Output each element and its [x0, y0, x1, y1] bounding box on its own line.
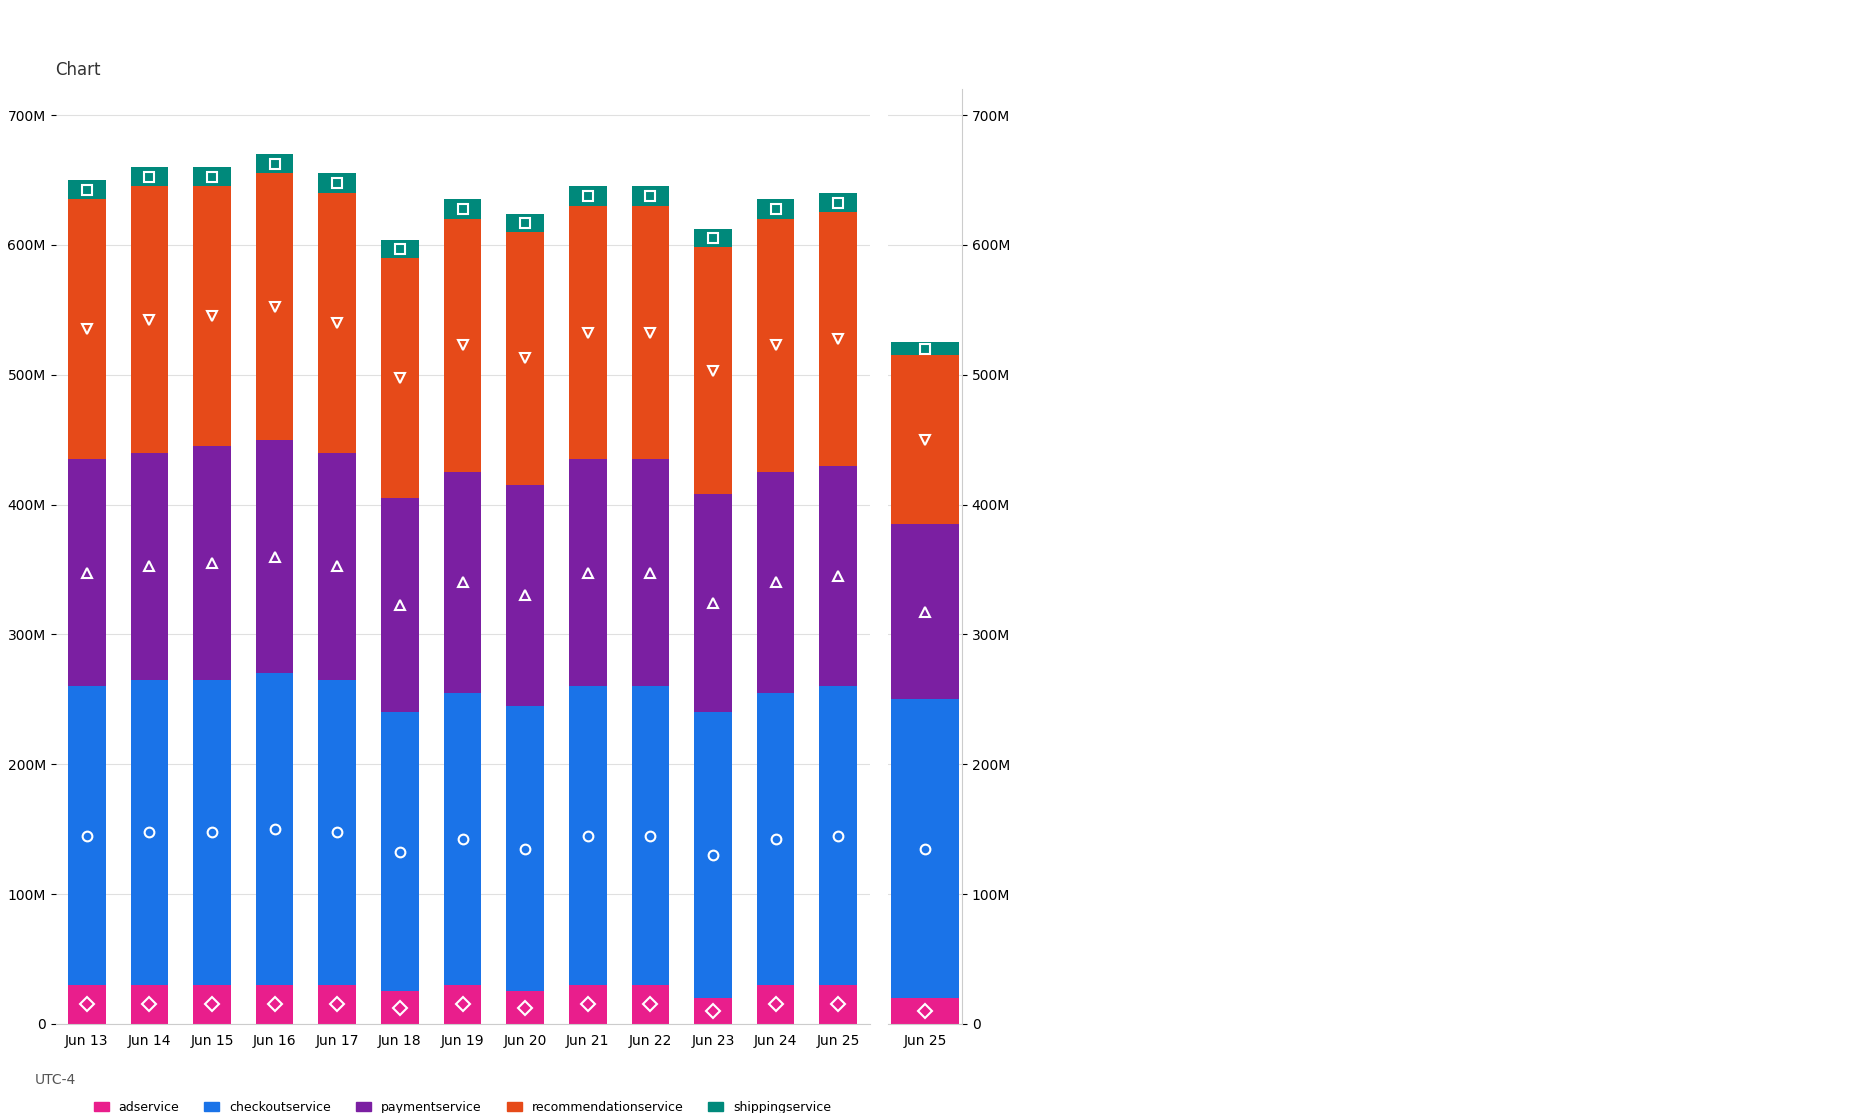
- Bar: [318, 680, 355, 985]
- Bar: [507, 706, 544, 992]
- Bar: [892, 699, 958, 998]
- Bar: [820, 213, 857, 465]
- Bar: [68, 687, 105, 985]
- Bar: [444, 219, 481, 472]
- Bar: [507, 214, 544, 232]
- Bar: [318, 453, 355, 680]
- Bar: [192, 446, 231, 680]
- Bar: [507, 485, 544, 706]
- Bar: [444, 472, 481, 692]
- Bar: [68, 180, 105, 199]
- Bar: [131, 985, 168, 1024]
- Bar: [892, 355, 958, 524]
- Bar: [892, 998, 958, 1024]
- Bar: [255, 154, 294, 174]
- Bar: [892, 343, 958, 355]
- Bar: [507, 232, 544, 485]
- Bar: [570, 985, 607, 1024]
- Bar: [757, 199, 794, 219]
- Bar: [131, 167, 168, 186]
- Bar: [757, 985, 794, 1024]
- Bar: [192, 985, 231, 1024]
- Bar: [68, 199, 105, 459]
- Bar: [381, 712, 418, 992]
- Bar: [381, 992, 418, 1024]
- Bar: [381, 499, 418, 712]
- Bar: [444, 692, 481, 985]
- Bar: [757, 219, 794, 472]
- Bar: [757, 472, 794, 692]
- Bar: [631, 206, 670, 459]
- Bar: [68, 459, 105, 687]
- Bar: [820, 985, 857, 1024]
- Bar: [892, 524, 958, 699]
- Text: Chart: Chart: [56, 61, 102, 79]
- Bar: [192, 186, 231, 446]
- Bar: [192, 680, 231, 985]
- Bar: [694, 998, 733, 1024]
- Bar: [444, 985, 481, 1024]
- Bar: [255, 174, 294, 440]
- Text: UTC-4: UTC-4: [35, 1073, 76, 1087]
- Bar: [318, 174, 355, 193]
- Bar: [255, 673, 294, 985]
- Bar: [757, 692, 794, 985]
- Bar: [570, 206, 607, 459]
- Bar: [255, 440, 294, 673]
- Bar: [694, 247, 733, 494]
- Bar: [381, 258, 418, 499]
- Bar: [131, 453, 168, 680]
- Bar: [570, 459, 607, 687]
- Bar: [570, 687, 607, 985]
- Bar: [570, 187, 607, 206]
- Bar: [694, 712, 733, 998]
- Bar: [631, 687, 670, 985]
- Bar: [694, 229, 733, 247]
- Bar: [318, 985, 355, 1024]
- Bar: [631, 187, 670, 206]
- Bar: [820, 465, 857, 687]
- Bar: [192, 167, 231, 186]
- Bar: [631, 459, 670, 687]
- Bar: [694, 494, 733, 712]
- Bar: [507, 992, 544, 1024]
- Bar: [255, 985, 294, 1024]
- Bar: [631, 985, 670, 1024]
- Bar: [444, 199, 481, 219]
- Bar: [68, 985, 105, 1024]
- Bar: [131, 680, 168, 985]
- Bar: [820, 687, 857, 985]
- Legend: adservice, checkoutservice, paymentservice, recommendationservice, shippingservi: adservice, checkoutservice, paymentservi…: [89, 1095, 836, 1113]
- Bar: [131, 186, 168, 453]
- Bar: [381, 239, 418, 258]
- Bar: [318, 193, 355, 453]
- Bar: [820, 193, 857, 213]
